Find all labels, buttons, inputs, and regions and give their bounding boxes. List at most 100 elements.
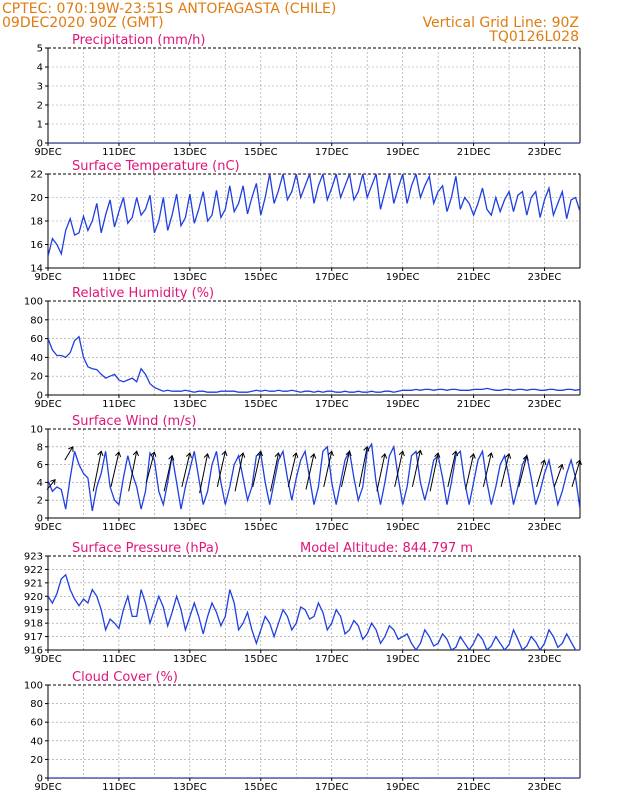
x-tick-label: 9DEC <box>34 272 61 283</box>
x-tick-label: 17DEC <box>315 522 349 533</box>
y-tick-label: 922 <box>24 565 43 576</box>
y-tick-label: 0 <box>37 514 43 525</box>
wind-vector <box>482 452 492 487</box>
series-line <box>48 174 580 257</box>
header: CPTEC: 070:19W-23:51S ANTOFAGASTA (CHILE… <box>2 1 579 45</box>
wind-vector <box>199 453 209 494</box>
x-tick-label: 23DEC <box>528 782 562 793</box>
x-tick-label: 15DEC <box>244 654 278 665</box>
wind-vector-head <box>310 452 317 459</box>
wind-vector <box>287 452 297 487</box>
wind-vector-head <box>115 451 122 458</box>
wind-vector-head <box>469 452 476 459</box>
x-tick-label: 9DEC <box>34 399 61 410</box>
y-tick-label: 60 <box>30 334 43 345</box>
wind-vector <box>252 451 262 487</box>
wind-vector <box>500 453 510 487</box>
y-tick-label: 14 <box>30 264 43 275</box>
x-tick-label: 9DEC <box>34 147 61 158</box>
panel-title: Surface Wind (m/s) <box>72 414 196 429</box>
x-tick-label: 19DEC <box>386 782 420 793</box>
x-tick-label: 11DEC <box>102 399 136 410</box>
wind-vector-head <box>50 478 56 485</box>
wind-vector-head <box>381 452 388 459</box>
y-tick-label: 18 <box>30 217 43 228</box>
header-grid-line: Vertical Grid Line: 90Z <box>423 15 579 31</box>
x-tick-label: 19DEC <box>386 522 420 533</box>
x-tick-label: 11DEC <box>102 522 136 533</box>
y-tick-label: 2 <box>37 101 43 112</box>
y-tick-label: 4 <box>37 63 43 74</box>
wind-vector <box>181 452 191 487</box>
y-tick-label: 5 <box>37 44 43 55</box>
wind-vector <box>429 452 439 492</box>
wind-vector <box>92 451 102 492</box>
x-tick-label: 23DEC <box>528 522 562 533</box>
x-tick-label: 15DEC <box>244 782 278 793</box>
y-tick-label: 40 <box>30 736 43 747</box>
x-tick-label: 11DEC <box>102 654 136 665</box>
header-date: 09DEC2020 90Z (GMT) <box>2 15 164 31</box>
wind-vector-head <box>274 452 281 458</box>
x-tick-label: 23DEC <box>528 147 562 158</box>
x-tick-label: 19DEC <box>386 399 420 410</box>
chart-panel-2: 0 20 40 60 80 100 9DEC 11DEC 13DEC 15DEC 17DEC 19DE… <box>24 286 581 410</box>
y-tick-label: 80 <box>30 315 43 326</box>
x-tick-label: 15DEC <box>244 272 278 283</box>
wind-vector <box>128 451 138 492</box>
panel-title: Surface Temperature (nC) <box>72 159 240 174</box>
wind-vector-head <box>168 454 175 461</box>
wind-vector-head <box>557 463 564 470</box>
x-tick-label: 13DEC <box>173 272 207 283</box>
y-tick-label: 0 <box>37 391 43 402</box>
series-line <box>48 442 580 512</box>
wind-vector <box>305 453 315 490</box>
x-tick-label: 17DEC <box>315 272 349 283</box>
panels: 0 1 2 3 4 5 9DEC 11DEC 13DEC 15DEC 17DEC 19DEC 21DEC… <box>24 33 582 793</box>
chart-panel-1: 14 16 18 20 22 9DEC 11DEC 13DEC 15DEC 17DEC 19DEC 2… <box>30 159 581 283</box>
x-tick-label: 21DEC <box>457 272 491 283</box>
panel-title: Relative Humidity (%) <box>72 286 214 301</box>
wind-vector <box>270 452 280 492</box>
wind-vector-head <box>327 450 334 457</box>
x-tick-label: 21DEC <box>457 147 491 158</box>
y-tick-label: 22 <box>30 170 43 181</box>
y-tick-label: 60 <box>30 718 43 729</box>
y-tick-label: 2 <box>37 496 43 507</box>
x-tick-label: 23DEC <box>528 272 562 283</box>
wind-vector-head <box>97 450 104 457</box>
wind-vector-head <box>487 452 494 458</box>
x-tick-label: 13DEC <box>173 147 207 158</box>
wind-vector <box>46 479 56 490</box>
y-tick-label: 0 <box>37 139 43 150</box>
wind-vector-head <box>239 452 246 458</box>
chart-panel-5: 0 20 40 60 80 100 9DEC 11DEC 13DEC 15DEC 17DEC 19DE… <box>24 670 581 793</box>
wind-vector-head <box>185 452 192 458</box>
y-tick-label: 20 <box>30 193 43 204</box>
wind-vector-head <box>575 459 582 466</box>
x-tick-label: 13DEC <box>173 654 207 665</box>
y-tick-label: 20 <box>30 755 43 766</box>
y-tick-label: 923 <box>24 552 43 563</box>
y-tick-label: 100 <box>24 297 43 308</box>
y-tick-label: 920 <box>24 592 43 603</box>
series-line <box>48 573 580 650</box>
wind-vector <box>571 460 581 487</box>
y-tick-label: 100 <box>24 681 43 692</box>
y-tick-label: 919 <box>24 605 43 616</box>
wind-vector-head <box>256 450 263 457</box>
wind-vector-head <box>68 446 74 452</box>
wind-vector-head <box>345 450 352 457</box>
wind-vector <box>163 455 173 492</box>
x-tick-label: 11DEC <box>102 272 136 283</box>
x-tick-label: 13DEC <box>173 399 207 410</box>
wind-vector <box>358 446 368 487</box>
wind-vector <box>110 452 120 487</box>
wind-vector-head <box>150 451 157 458</box>
wind-vector <box>465 453 475 490</box>
wind-vector <box>518 455 528 487</box>
wind-vector-head <box>203 452 210 459</box>
wind-vector-head <box>540 459 547 466</box>
wind-vector-head <box>221 450 228 457</box>
panel-title: Surface Pressure (hPa) <box>72 541 219 556</box>
